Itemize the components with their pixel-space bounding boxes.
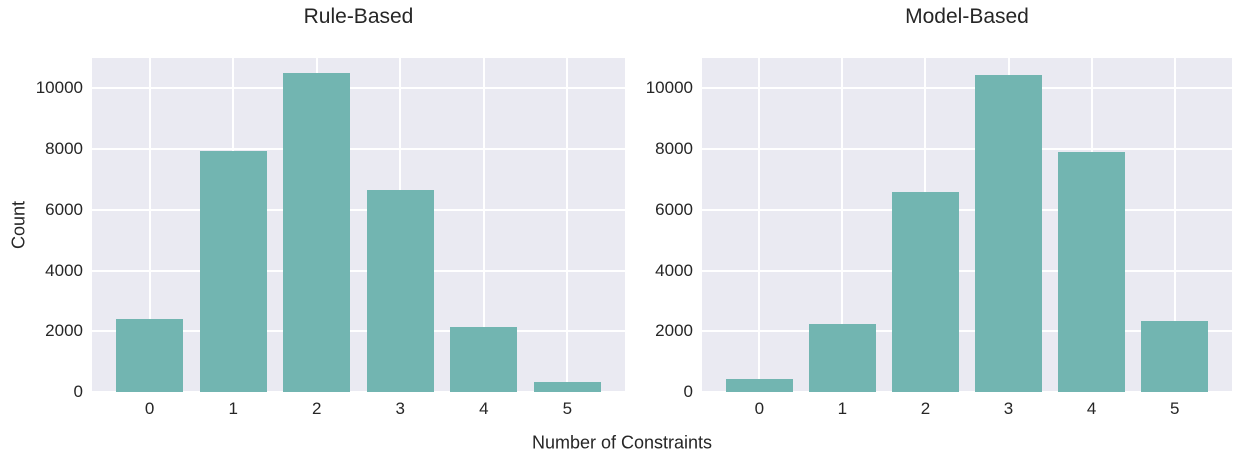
- bar-rule-based-x5: [533, 381, 601, 392]
- gridline-x-1: [841, 58, 844, 392]
- x-tick-label-model-based: 2: [920, 399, 931, 418]
- x-tick-label-rule-based: 0: [144, 399, 155, 418]
- gridline-x-4: [482, 58, 485, 392]
- gridline-x-0: [148, 58, 151, 392]
- y-tick-label-model-based: 2000: [655, 321, 693, 341]
- x-axis-label: Number of Constraints: [531, 432, 713, 453]
- x-tick-label-model-based: 3: [1003, 399, 1014, 418]
- plot-area-rule-based: [92, 58, 625, 393]
- bar-model-based-x4: [1058, 152, 1125, 392]
- gridline-y-2000: [702, 330, 1232, 333]
- bar-model-based-x0: [726, 378, 793, 392]
- bar-rule-based-x0: [116, 319, 184, 392]
- bar-rule-based-x4: [450, 326, 518, 392]
- x-tick-label-model-based: 5: [1169, 399, 1180, 418]
- bar-model-based-x5: [1141, 320, 1208, 392]
- bar-rule-based-x2: [283, 73, 351, 392]
- bar-model-based-x3: [975, 74, 1042, 392]
- y-tick-label-model-based: 4000: [655, 260, 693, 280]
- x-tick-label-rule-based: 3: [395, 399, 405, 418]
- y-tick-label-model-based: 10000: [645, 78, 693, 98]
- x-tick-label-rule-based: 4: [479, 399, 489, 418]
- bar-rule-based-x3: [366, 190, 434, 392]
- y-tick-label-rule-based: 2000: [45, 321, 83, 341]
- x-tick-label-rule-based: 1: [228, 399, 238, 418]
- gridline-y-0: [92, 391, 625, 393]
- subplot-title-model-based: Model-Based: [905, 5, 1029, 28]
- x-tick-label-model-based: 0: [754, 399, 765, 418]
- plot-area-model-based: [702, 58, 1232, 393]
- y-tick-label-rule-based: 10000: [35, 78, 83, 98]
- gridline-y-2000: [92, 330, 625, 333]
- gridline-x-5: [566, 58, 569, 392]
- y-tick-label-model-based: 8000: [655, 139, 693, 159]
- bar-model-based-x2: [892, 191, 959, 392]
- gridline-y-10000: [92, 87, 625, 90]
- gridline-x-0: [758, 58, 761, 392]
- y-tick-label-model-based: 0: [683, 382, 693, 401]
- gridline-y-8000: [702, 148, 1232, 151]
- gridline-y-6000: [702, 208, 1232, 211]
- bar-model-based-x1: [809, 323, 876, 392]
- gridline-x-5: [1173, 58, 1176, 392]
- y-tick-label-rule-based: 0: [73, 382, 83, 401]
- subplot-title-rule-based: Rule-Based: [303, 5, 414, 28]
- y-tick-label-model-based: 6000: [655, 199, 693, 219]
- gridline-y-10000: [702, 87, 1232, 90]
- gridline-y-6000: [92, 208, 625, 211]
- gridline-y-4000: [92, 269, 625, 272]
- gridline-y-4000: [702, 269, 1232, 272]
- x-tick-label-rule-based: 5: [562, 399, 573, 418]
- gridline-y-0: [702, 391, 1232, 393]
- x-tick-label-rule-based: 2: [311, 399, 322, 418]
- bar-rule-based-x1: [199, 150, 267, 392]
- y-tick-label-rule-based: 6000: [45, 199, 83, 219]
- x-tick-label-model-based: 1: [837, 399, 848, 418]
- y-tick-label-rule-based: 4000: [45, 260, 83, 280]
- gridline-y-8000: [92, 148, 625, 151]
- x-tick-label-model-based: 4: [1086, 399, 1097, 418]
- y-tick-label-rule-based: 8000: [45, 139, 83, 159]
